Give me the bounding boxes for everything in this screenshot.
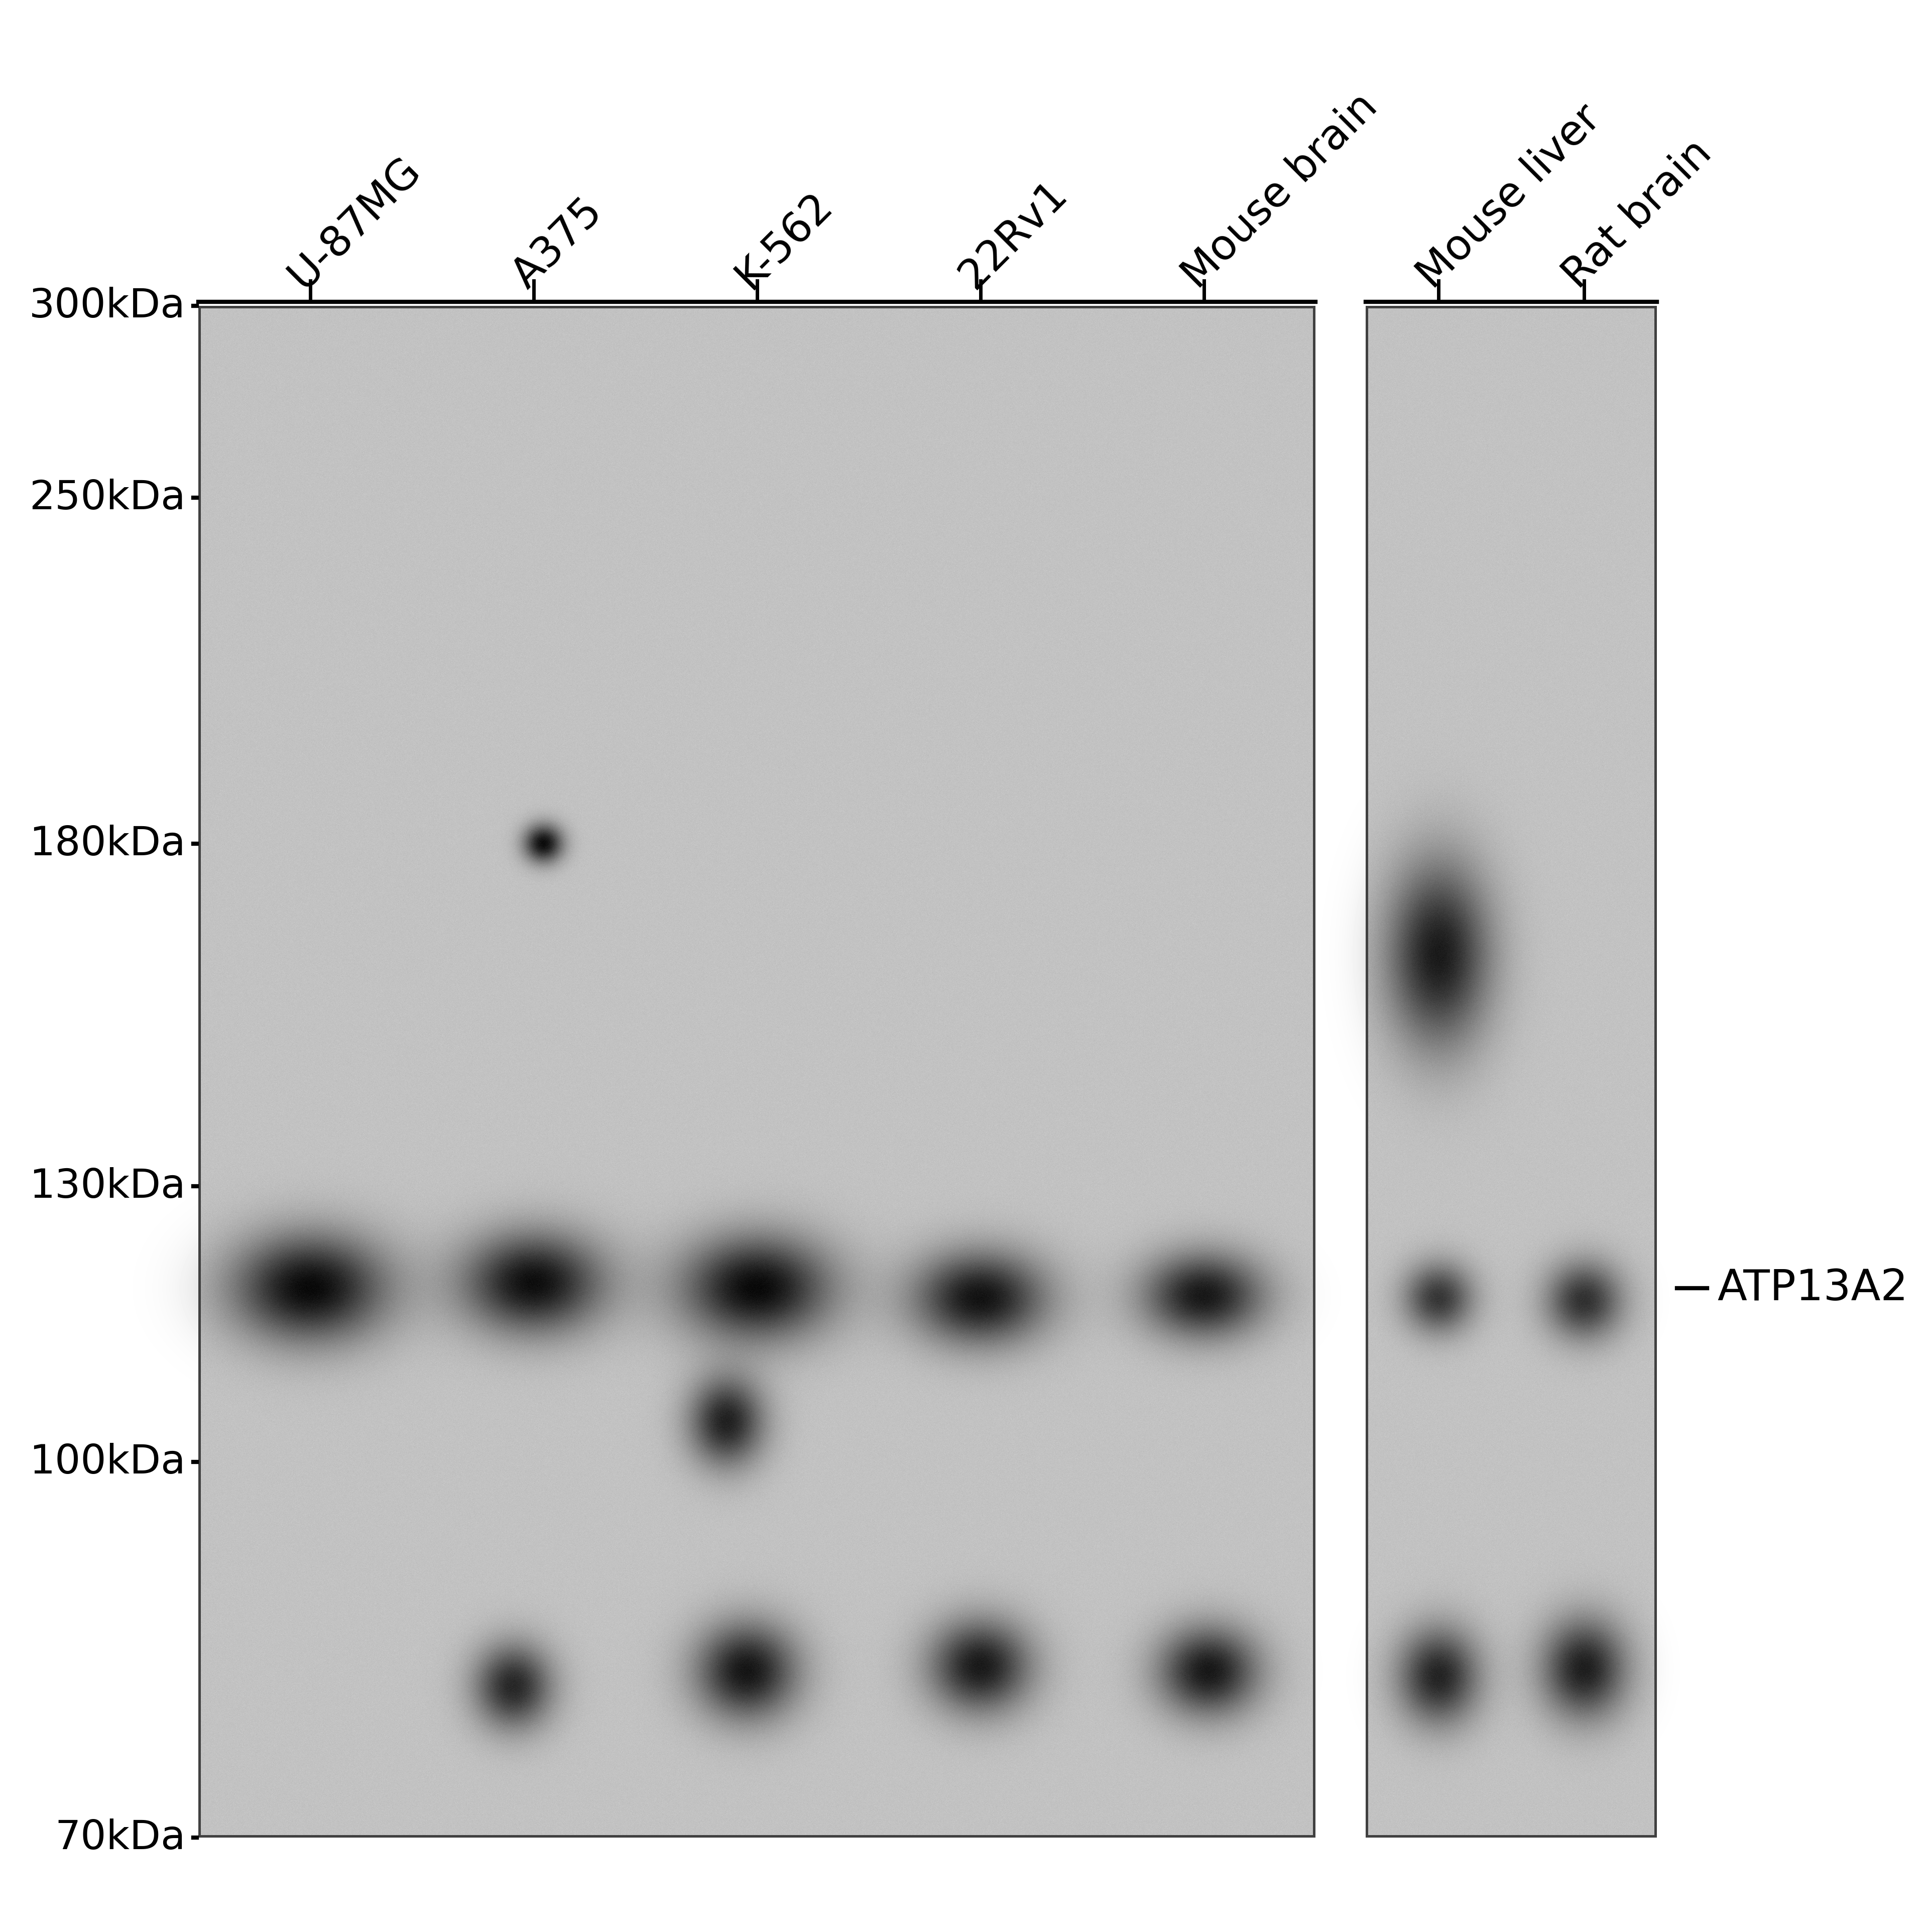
Text: U-87MG: U-87MG — [281, 149, 428, 296]
Text: K-562: K-562 — [729, 184, 841, 296]
Text: 100kDa: 100kDa — [29, 1443, 185, 1482]
Text: 130kDa: 130kDa — [29, 1167, 185, 1206]
Text: 22Rv1: 22Rv1 — [952, 172, 1076, 296]
Text: Mouse brain: Mouse brain — [1174, 85, 1386, 296]
Text: Rat brain: Rat brain — [1556, 131, 1720, 296]
Text: Mouse liver: Mouse liver — [1409, 97, 1608, 296]
Text: 300kDa: 300kDa — [29, 286, 185, 327]
Text: 70kDa: 70kDa — [56, 1818, 185, 1857]
Text: 250kDa: 250kDa — [29, 479, 185, 518]
Text: A375: A375 — [505, 191, 609, 296]
Text: 180kDa: 180kDa — [29, 825, 185, 864]
Text: ATP13A2: ATP13A2 — [1718, 1267, 1909, 1310]
